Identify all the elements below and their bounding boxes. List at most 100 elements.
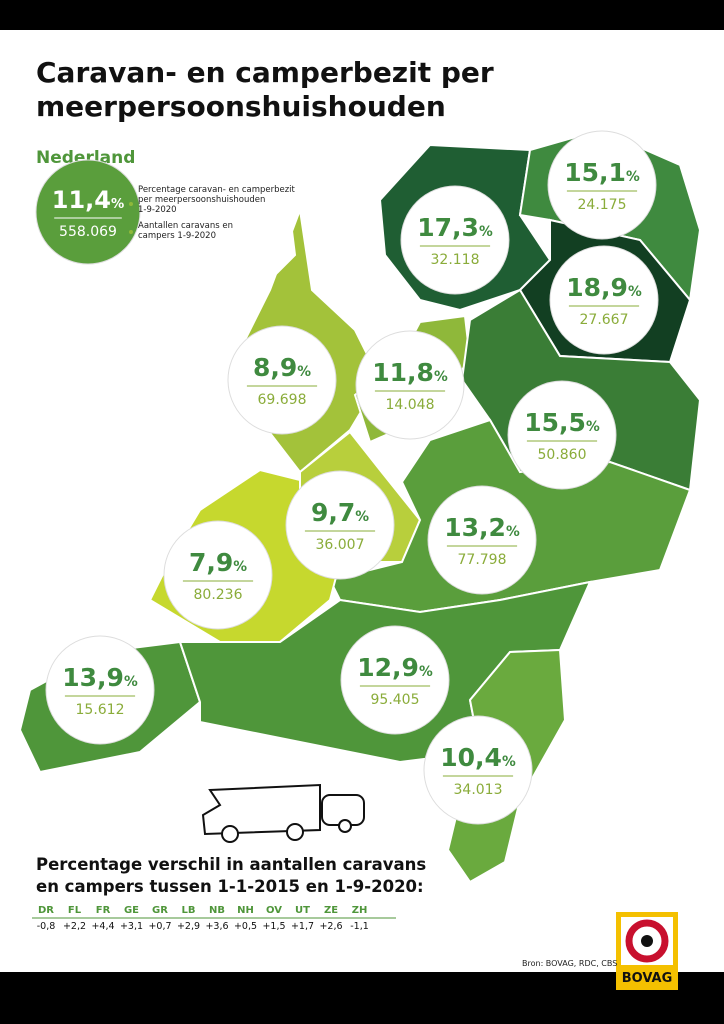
- change-value: +3,6: [205, 921, 228, 932]
- logo-text: BOVAG: [622, 971, 673, 986]
- change-value: -0,8: [37, 921, 56, 932]
- percentage: 13,9%: [62, 663, 138, 692]
- percent-sign: %: [124, 674, 138, 690]
- title: Caravan- en camperbezit per: [36, 56, 494, 89]
- change-heading: en campers tussen 1-1-2015 en 1-9-2020:: [36, 877, 424, 896]
- percentage: 17,3%: [417, 213, 493, 242]
- change-value: +3,1: [120, 921, 143, 932]
- bubble: [400, 185, 510, 295]
- legend-text: 1-9-2020: [138, 205, 177, 215]
- percent-sign: %: [233, 559, 247, 575]
- camper-body: [201, 783, 321, 836]
- bubble: [45, 635, 155, 745]
- title: meerpersoonshuishouden: [36, 90, 446, 123]
- percent-sign: %: [434, 369, 448, 385]
- count: 34.013: [454, 782, 503, 798]
- bubble: [285, 470, 395, 580]
- region-code: DR: [38, 905, 54, 916]
- region-code: ZH: [352, 905, 368, 916]
- percent-sign: %: [111, 197, 124, 212]
- percentage: 12,9%: [357, 653, 433, 682]
- region-code: LB: [182, 905, 196, 916]
- legend-dot: [129, 202, 133, 206]
- percentage: 18,9%: [566, 273, 642, 302]
- percentage: 8,9%: [253, 353, 311, 382]
- count: 69.698: [258, 392, 307, 408]
- change-value: +0,5: [234, 921, 257, 932]
- percent-sign: %: [355, 509, 369, 525]
- bubble: [227, 325, 337, 435]
- bubble: [507, 380, 617, 490]
- legend-text: Aantallen caravans en: [138, 221, 233, 231]
- percentage: 10,4%: [440, 743, 516, 772]
- percent-sign: %: [297, 364, 311, 380]
- island: [268, 139, 431, 278]
- camper-illustration: [201, 783, 365, 843]
- percentage-value: 12,9: [357, 653, 419, 682]
- percentage-value: 15,5: [524, 408, 586, 437]
- region-code: GE: [124, 905, 139, 916]
- change-value: +2,9: [177, 921, 200, 932]
- source: Bron: BOVAG, RDC, CBS: [522, 959, 617, 968]
- count: 27.667: [580, 312, 629, 328]
- legend-dot: [129, 230, 133, 234]
- count: 95.405: [371, 692, 420, 708]
- change-value: -1,1: [350, 921, 369, 932]
- count: 50.860: [538, 447, 587, 463]
- percentage-value: 8,9: [253, 353, 297, 382]
- count: 36.007: [316, 537, 365, 553]
- logo-dot: [641, 935, 653, 947]
- bubble: [355, 330, 465, 440]
- percentage: 15,5%: [524, 408, 600, 437]
- percentage-value: 18,9: [566, 273, 628, 302]
- percent-sign: %: [479, 224, 493, 240]
- region-code: UT: [295, 905, 310, 916]
- count: 32.118: [431, 252, 480, 268]
- change-value: +1,7: [291, 921, 314, 932]
- bovag-logo: [616, 912, 678, 990]
- percent-sign: %: [502, 754, 516, 770]
- bubble: [547, 130, 657, 240]
- bottom-bar: [0, 972, 724, 1024]
- percentage-value: 11,8: [372, 358, 434, 387]
- bubble: [427, 485, 537, 595]
- national-heading: Nederland: [36, 148, 135, 168]
- count: 80.236: [194, 587, 243, 603]
- percentage-value: 11,4: [52, 186, 111, 214]
- percentage: 15,1%: [564, 158, 640, 187]
- change-value: +1,5: [262, 921, 285, 932]
- percentage-value: 17,3: [417, 213, 479, 242]
- percentage-value: 13,2: [444, 513, 506, 542]
- percentage-value: 7,9: [189, 548, 233, 577]
- bubble: [549, 245, 659, 355]
- count: 77.798: [458, 552, 507, 568]
- bubble: [163, 520, 273, 630]
- percentage: 7,9%: [189, 548, 247, 577]
- legend-text: per meerpersoonshuishouden: [138, 195, 265, 205]
- percentage-value: 13,9: [62, 663, 124, 692]
- percentage: 13,2%: [444, 513, 520, 542]
- percentage: 9,7%: [311, 498, 369, 527]
- percentage: 11,8%: [372, 358, 448, 387]
- legend-text: Percentage caravan- en camperbezit: [138, 185, 296, 195]
- bubble: [423, 715, 533, 825]
- region-code: FL: [68, 905, 82, 916]
- percentage-value: 10,4: [440, 743, 502, 772]
- region-code: NB: [209, 905, 225, 916]
- region-code: ZE: [324, 905, 338, 916]
- wheel: [286, 823, 304, 841]
- islands: [268, 139, 431, 278]
- region-code: OV: [266, 905, 282, 916]
- change-heading: Percentage verschil in aantallen caravan…: [36, 855, 426, 874]
- count: 14.048: [386, 397, 435, 413]
- count: 24.175: [578, 197, 627, 213]
- percentage-value: 15,1: [564, 158, 626, 187]
- change-value: +2,6: [319, 921, 342, 932]
- region-code: GR: [152, 905, 168, 916]
- wheel: [221, 825, 239, 843]
- percentage-value: 9,7: [311, 498, 355, 527]
- change-value: +2,2: [63, 921, 86, 932]
- percent-sign: %: [626, 169, 640, 185]
- count: 558.069: [59, 224, 117, 240]
